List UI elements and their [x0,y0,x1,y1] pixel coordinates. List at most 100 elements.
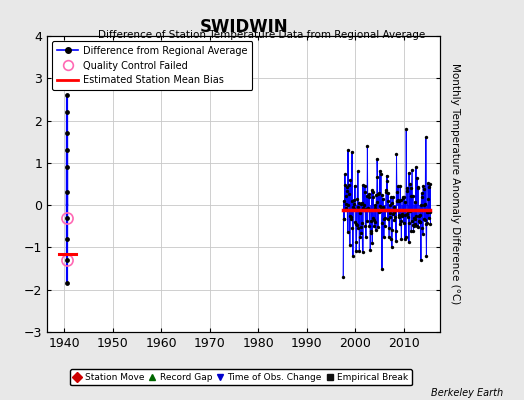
Point [398,206,407,213]
Point [364,205,373,212]
Point [357,229,365,236]
Point [389,209,398,215]
Point [348,253,357,259]
Point [369,217,378,224]
Point [362,234,370,240]
Point [419,231,427,238]
Point [398,213,406,220]
Point [62,147,71,153]
Point [365,223,374,230]
Point [353,196,362,203]
Point [387,236,396,242]
Point [425,208,434,215]
Point [403,214,412,220]
Point [418,224,427,231]
Point [389,211,397,218]
Point [380,207,389,213]
Point [341,171,349,178]
Point [62,189,71,196]
Point [361,188,369,195]
Point [405,239,413,245]
Point [368,187,376,194]
Point [369,215,378,222]
Point [388,200,397,206]
Point [353,222,361,228]
Point [411,198,419,205]
Point [423,220,431,226]
Point [363,143,372,149]
Point [344,147,352,153]
Point [382,187,390,193]
Point [423,209,431,215]
Point [354,168,362,174]
Point [421,201,429,207]
Point [345,182,353,188]
Point [384,198,392,204]
Point [375,203,384,209]
Point [372,227,380,233]
Point [369,188,377,195]
Point [397,218,405,224]
Point [410,214,418,221]
Point [345,190,353,197]
Point [409,193,417,200]
Point [398,211,406,218]
Text: Difference of Station Temperature Data from Regional Average: Difference of Station Temperature Data f… [99,30,425,40]
Point [402,188,411,194]
Point [355,248,364,254]
Point [391,206,399,213]
Point [62,92,71,98]
Point [377,170,385,177]
Point [396,197,405,204]
Point [368,194,377,200]
Point [414,218,423,224]
Point [413,175,421,182]
Legend: Difference from Regional Average, Quality Control Failed, Estimated Station Mean: Difference from Regional Average, Qualit… [52,41,253,90]
Point [359,202,368,208]
Point [406,208,414,214]
Point [425,184,433,190]
Point [373,156,381,162]
Point [404,208,412,215]
Point [363,218,371,224]
Point [419,183,428,190]
Point [367,230,376,236]
Point [410,221,419,228]
Point [358,220,366,226]
Point [343,188,352,195]
Point [400,194,408,200]
Point [411,216,420,222]
Point [416,211,424,218]
Point [351,182,359,189]
Point [360,206,368,213]
Point [418,190,426,196]
Point [418,193,426,200]
Point [422,253,431,260]
Y-axis label: Monthly Temperature Anomaly Difference (°C): Monthly Temperature Anomaly Difference (… [450,63,460,305]
Point [357,200,366,206]
Point [361,183,369,189]
Point [396,183,405,189]
Point [348,148,356,155]
Point [424,195,433,202]
Point [399,195,408,201]
Point [352,239,361,246]
Point [352,248,361,255]
Point [350,206,358,212]
Point [355,200,363,207]
Point [406,180,414,187]
Point [401,234,410,240]
Point [370,219,379,226]
Point [407,227,415,234]
Point [414,224,422,230]
Point [400,220,408,226]
Point [392,238,400,244]
Point [345,242,354,248]
Point [374,191,383,198]
Point [400,212,409,218]
Point [409,228,418,234]
Point [422,221,430,227]
Point [370,222,378,229]
Point [405,220,413,226]
Point [426,181,434,187]
